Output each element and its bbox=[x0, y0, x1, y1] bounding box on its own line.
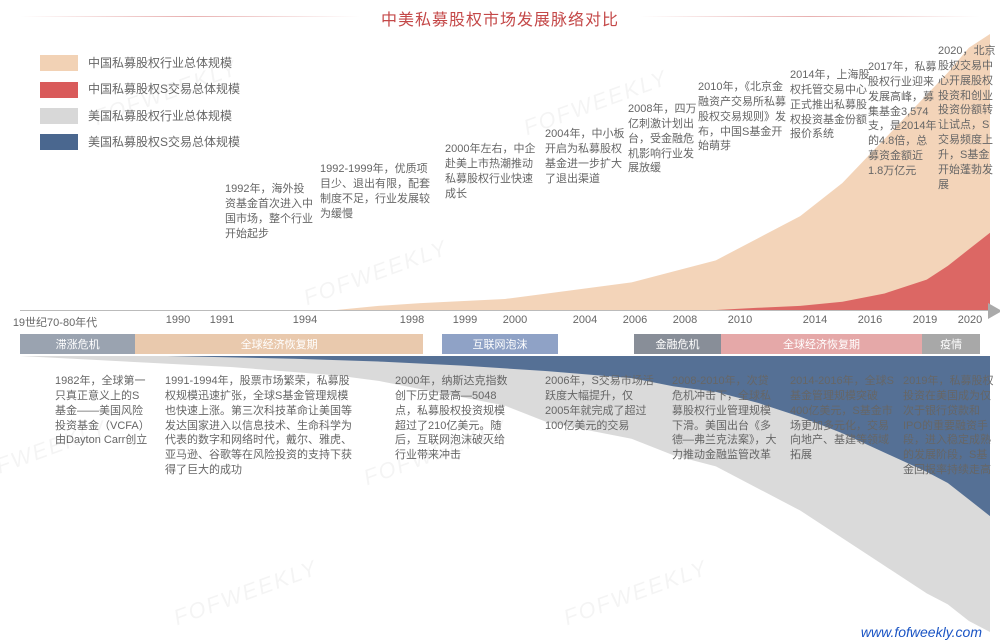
axis-tick: 1998 bbox=[400, 314, 424, 326]
period-band: 全球经济恢复期 bbox=[135, 334, 423, 354]
footer-source: www.fofweekly.com bbox=[861, 624, 982, 640]
timeline-annotation: 2019年，私募股权投资在美国成为仅次于银行贷款和IPO的重要融资手段，进入稳定… bbox=[903, 374, 995, 478]
axis-arrow-icon bbox=[988, 303, 1000, 319]
axis-tick: 2000 bbox=[503, 314, 527, 326]
period-band: 滞涨危机 bbox=[20, 334, 135, 354]
period-band: 金融危机 bbox=[634, 334, 720, 354]
period-band: 互联网泡沫 bbox=[442, 334, 557, 354]
timeline-annotation: 1991-1994年，股票市场繁荣，私募股权规模迅速扩张，全球S基金管理规模也快… bbox=[165, 374, 355, 478]
period-bands: 滞涨危机全球经济恢复期互联网泡沫金融危机全球经济恢复期疫情 bbox=[20, 334, 980, 354]
axis-tick: 1990 bbox=[166, 314, 190, 326]
timeline-axis: 19世纪70-80年代 1990 1991 1994 1998 1999 2000 2004 2… bbox=[0, 310, 1000, 356]
timeline-annotation: 2000年，纳斯达克指数创下历史最高—5048点，私募股权投资规模超过了210亿… bbox=[395, 374, 510, 463]
timeline-annotation: 2017年，私募股权行业迎来发展高峰，募集基金3,574支，是2014年的4.8… bbox=[868, 60, 938, 179]
axis-tick: 19世纪70-80年代 bbox=[13, 314, 97, 330]
period-band: 全球经济恢复期 bbox=[721, 334, 923, 354]
timeline-annotation: 1992年，海外投资基金首次进入中国市场，整个行业开始起步 bbox=[225, 182, 315, 241]
axis-tick: 2006 bbox=[623, 314, 647, 326]
axis-tick: 2014 bbox=[803, 314, 827, 326]
timeline-annotation: 2014-2016年，全球S基金管理规模突破400亿美元，S基金市场更加多元化，… bbox=[790, 374, 895, 463]
axis-tick: 2016 bbox=[858, 314, 882, 326]
timeline-annotation: 2008年，四万亿刺激计划出台，受金融危机影响行业发展放缓 bbox=[628, 102, 703, 176]
infographic-root: 中美私募股权市场发展脉络对比 FOFWEEKLY FOFWEEKLY FOFWE… bbox=[0, 0, 1000, 644]
axis-tick: 2020 bbox=[958, 314, 982, 326]
period-band bbox=[423, 334, 442, 354]
timeline-annotation: 1982年，全球第一只真正意义上的S基金——美国风险投资基金（VCFA）由Day… bbox=[55, 374, 150, 448]
axis-tick: 2010 bbox=[728, 314, 752, 326]
timeline-annotation: 2000年左右，中企赴美上市热潮推动私募股权行业快速成长 bbox=[445, 142, 540, 201]
period-band: 疫情 bbox=[922, 334, 980, 354]
timeline-annotation: 2008-2010年，次贷危机冲击下，全球私募股权行业管理规模下滑。美国出台《多… bbox=[672, 374, 777, 463]
timeline-annotation: 2010年，《北京金融资产交易所私募股权交易规则》发布，中国S基金开始萌芽 bbox=[698, 80, 788, 154]
axis-tick: 1994 bbox=[293, 314, 317, 326]
timeline-annotation: 2014年，上海股权托管交易中心正式推出私募股权投资基金份额报价系统 bbox=[790, 68, 870, 142]
timeline-annotation: 2004年，中小板开启为私募股权基金进一步扩大了退出渠道 bbox=[545, 127, 625, 186]
timeline-annotation: 2020，北京股权交易中心开展股权投资和创业投资份额转让试点，S交易频度上升，S… bbox=[938, 44, 996, 192]
axis-tick: 2004 bbox=[573, 314, 597, 326]
axis-tick: 1999 bbox=[453, 314, 477, 326]
period-band bbox=[558, 334, 635, 354]
axis-line bbox=[20, 310, 1000, 311]
timeline-annotation: 1992-1999年，优质项目少、退出有限，配套制度不足，行业发展较为缓慢 bbox=[320, 162, 435, 221]
axis-tick: 1991 bbox=[210, 314, 234, 326]
chart-title: 中美私募股权市场发展脉络对比 bbox=[0, 6, 1000, 30]
axis-tick: 2019 bbox=[913, 314, 937, 326]
timeline-annotation: 2006年，S交易市场活跃度大幅提升，仅2005年就完成了超过100亿美元的交易 bbox=[545, 374, 655, 433]
axis-tick: 2008 bbox=[673, 314, 697, 326]
